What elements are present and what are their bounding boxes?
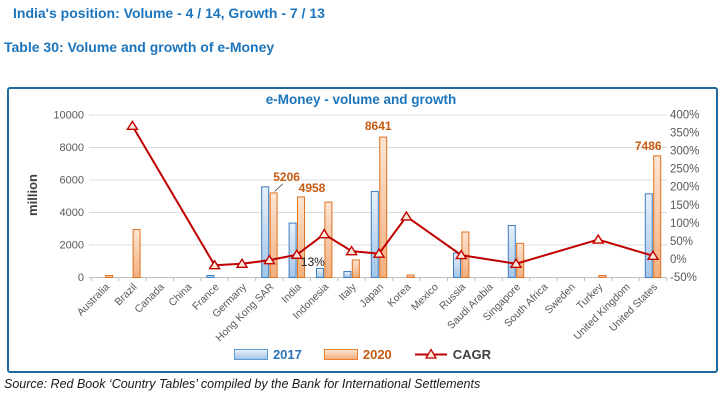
x-axis-label-india: India [279, 281, 304, 306]
chart-frame[interactable]: 0 2000 4000 6000 8000 10000 -50% 0% 50% 100% 150% 2… [7, 87, 718, 373]
x-axis-label-australia: Australia [75, 281, 112, 318]
bar-2020-japan[interactable] [379, 136, 388, 278]
bar-2020-australia[interactable] [105, 275, 114, 278]
svg-text:Italy: Italy [337, 281, 360, 304]
india-position-heading: India's position: Volume - 4 / 14, Growt… [13, 5, 325, 21]
bar-2017-italy[interactable] [343, 270, 352, 279]
data-label-13pct: 13% [301, 255, 325, 269]
cagr-marker-singapore[interactable] [509, 257, 523, 268]
table-caption: Table 30: Volume and growth of e-Money [4, 39, 275, 55]
cagr-marker-indonesia[interactable] [317, 228, 331, 239]
left-axis-tick-label: 4000 [60, 207, 84, 219]
legend-item-2017[interactable]: 2017 [233, 346, 302, 362]
svg-text:Mexico: Mexico [409, 281, 441, 313]
right-axis-tick-label: 350% [670, 128, 699, 140]
bar-2020-hong-kong-sar[interactable] [269, 192, 278, 278]
chart-title: e-Money - volume and growth [266, 92, 457, 107]
bar-2017-indonesia[interactable] [316, 267, 324, 278]
bar-2020-india[interactable] [297, 196, 305, 278]
bar-2020-singapore[interactable] [516, 242, 525, 278]
legend-label-cagr: CAGR [452, 346, 492, 362]
legend-swatch-2020 [323, 348, 358, 360]
right-axis-tick-label: 400% [670, 110, 699, 122]
right-axis-tick-label: 100% [670, 218, 699, 230]
bar-2017-hong-kong-sar[interactable] [261, 186, 270, 278]
bar-2020-turkey[interactable] [598, 275, 607, 278]
data-label-leader-line [274, 183, 283, 192]
cagr-marker-turkey[interactable] [591, 233, 605, 244]
svg-text:Sweden: Sweden [543, 281, 578, 316]
cagr-marker-russia[interactable] [454, 249, 468, 260]
x-axis-label-sweden: Sweden [543, 281, 578, 316]
cagr-marker-united-states[interactable] [646, 250, 660, 261]
data-label-7486: 7486 [635, 139, 662, 153]
bar-2020-indonesia[interactable] [324, 201, 333, 278]
legend-label-2020: 2020 [362, 346, 392, 362]
bar-2020-brazil[interactable] [132, 229, 141, 278]
x-axis-label-italy: Italy [337, 281, 360, 304]
cagr-marker-india[interactable] [290, 248, 304, 259]
bar-2017-singapore[interactable] [507, 225, 516, 278]
cagr-marker-japan[interactable] [372, 247, 386, 258]
legend-item-2020[interactable]: 2020 [323, 346, 392, 362]
x-axis-label-japan: Japan [357, 281, 386, 310]
right-axis-tick-label: 200% [670, 182, 699, 194]
svg-text:million: million [25, 174, 40, 216]
right-axis-tick-label: 150% [670, 200, 699, 212]
cagr-marker-france[interactable] [208, 259, 221, 270]
right-axis-tick-label: -50% [670, 272, 697, 284]
data-label-5206: 5206 [273, 170, 300, 184]
right-axis-tick-label: 0% [670, 254, 687, 266]
cagr-marker-italy[interactable] [345, 245, 358, 256]
chart-legend: 2017 2020 CAGR [9, 345, 716, 363]
cagr-marker-korea[interactable] [400, 210, 413, 221]
left-axis-title: million [25, 174, 40, 216]
emoney-chart: 0 2000 4000 6000 8000 10000 -50% 0% 50% 100% 150% 2… [25, 92, 699, 344]
data-label-4958: 4958 [299, 181, 326, 195]
left-axis-tick-label: 10000 [53, 110, 84, 122]
bar-2017-india[interactable] [288, 222, 297, 278]
bar-2020-italy[interactable] [351, 259, 360, 278]
svg-text:India: India [279, 281, 304, 306]
legend-swatch-2017 [233, 348, 268, 360]
bar-2017-united-states[interactable] [644, 193, 653, 278]
bar-2020-korea[interactable] [406, 274, 415, 278]
bar-2017-japan[interactable] [370, 190, 379, 278]
svg-text:Canada: Canada [132, 281, 167, 316]
bar-2017-france[interactable] [206, 275, 215, 278]
data-label-8641: 8641 [365, 119, 392, 133]
legend-label-2017: 2017 [272, 346, 302, 362]
cagr-line[interactable] [131, 125, 654, 267]
right-axis-tick-label: 300% [670, 146, 699, 158]
legend-swatch-cagr-line-icon [414, 348, 448, 360]
left-axis-tick-label: 0 [78, 272, 84, 284]
cagr-marker-hong-kong-sar[interactable] [263, 254, 276, 265]
right-axis-tick-label: 250% [670, 164, 699, 176]
bar-2020-united-states[interactable] [653, 155, 662, 278]
svg-text:Australia: Australia [75, 281, 112, 318]
right-axis-tick-label: 50% [670, 236, 693, 248]
left-axis-tick-label: 2000 [60, 240, 84, 252]
svg-text:Japan: Japan [357, 281, 386, 310]
cagr-marker-brazil[interactable] [126, 120, 139, 131]
source-note: Source: Red Book ‘Country Tables’ compil… [4, 377, 481, 391]
legend-item-cagr[interactable]: CAGR [414, 347, 491, 362]
left-axis-tick-label: 8000 [60, 142, 84, 154]
cagr-marker-germany[interactable] [235, 257, 249, 268]
x-axis-label-mexico: Mexico [409, 281, 441, 313]
x-axis-label-canada: Canada [132, 281, 167, 316]
left-axis-tick-label: 6000 [60, 175, 84, 187]
